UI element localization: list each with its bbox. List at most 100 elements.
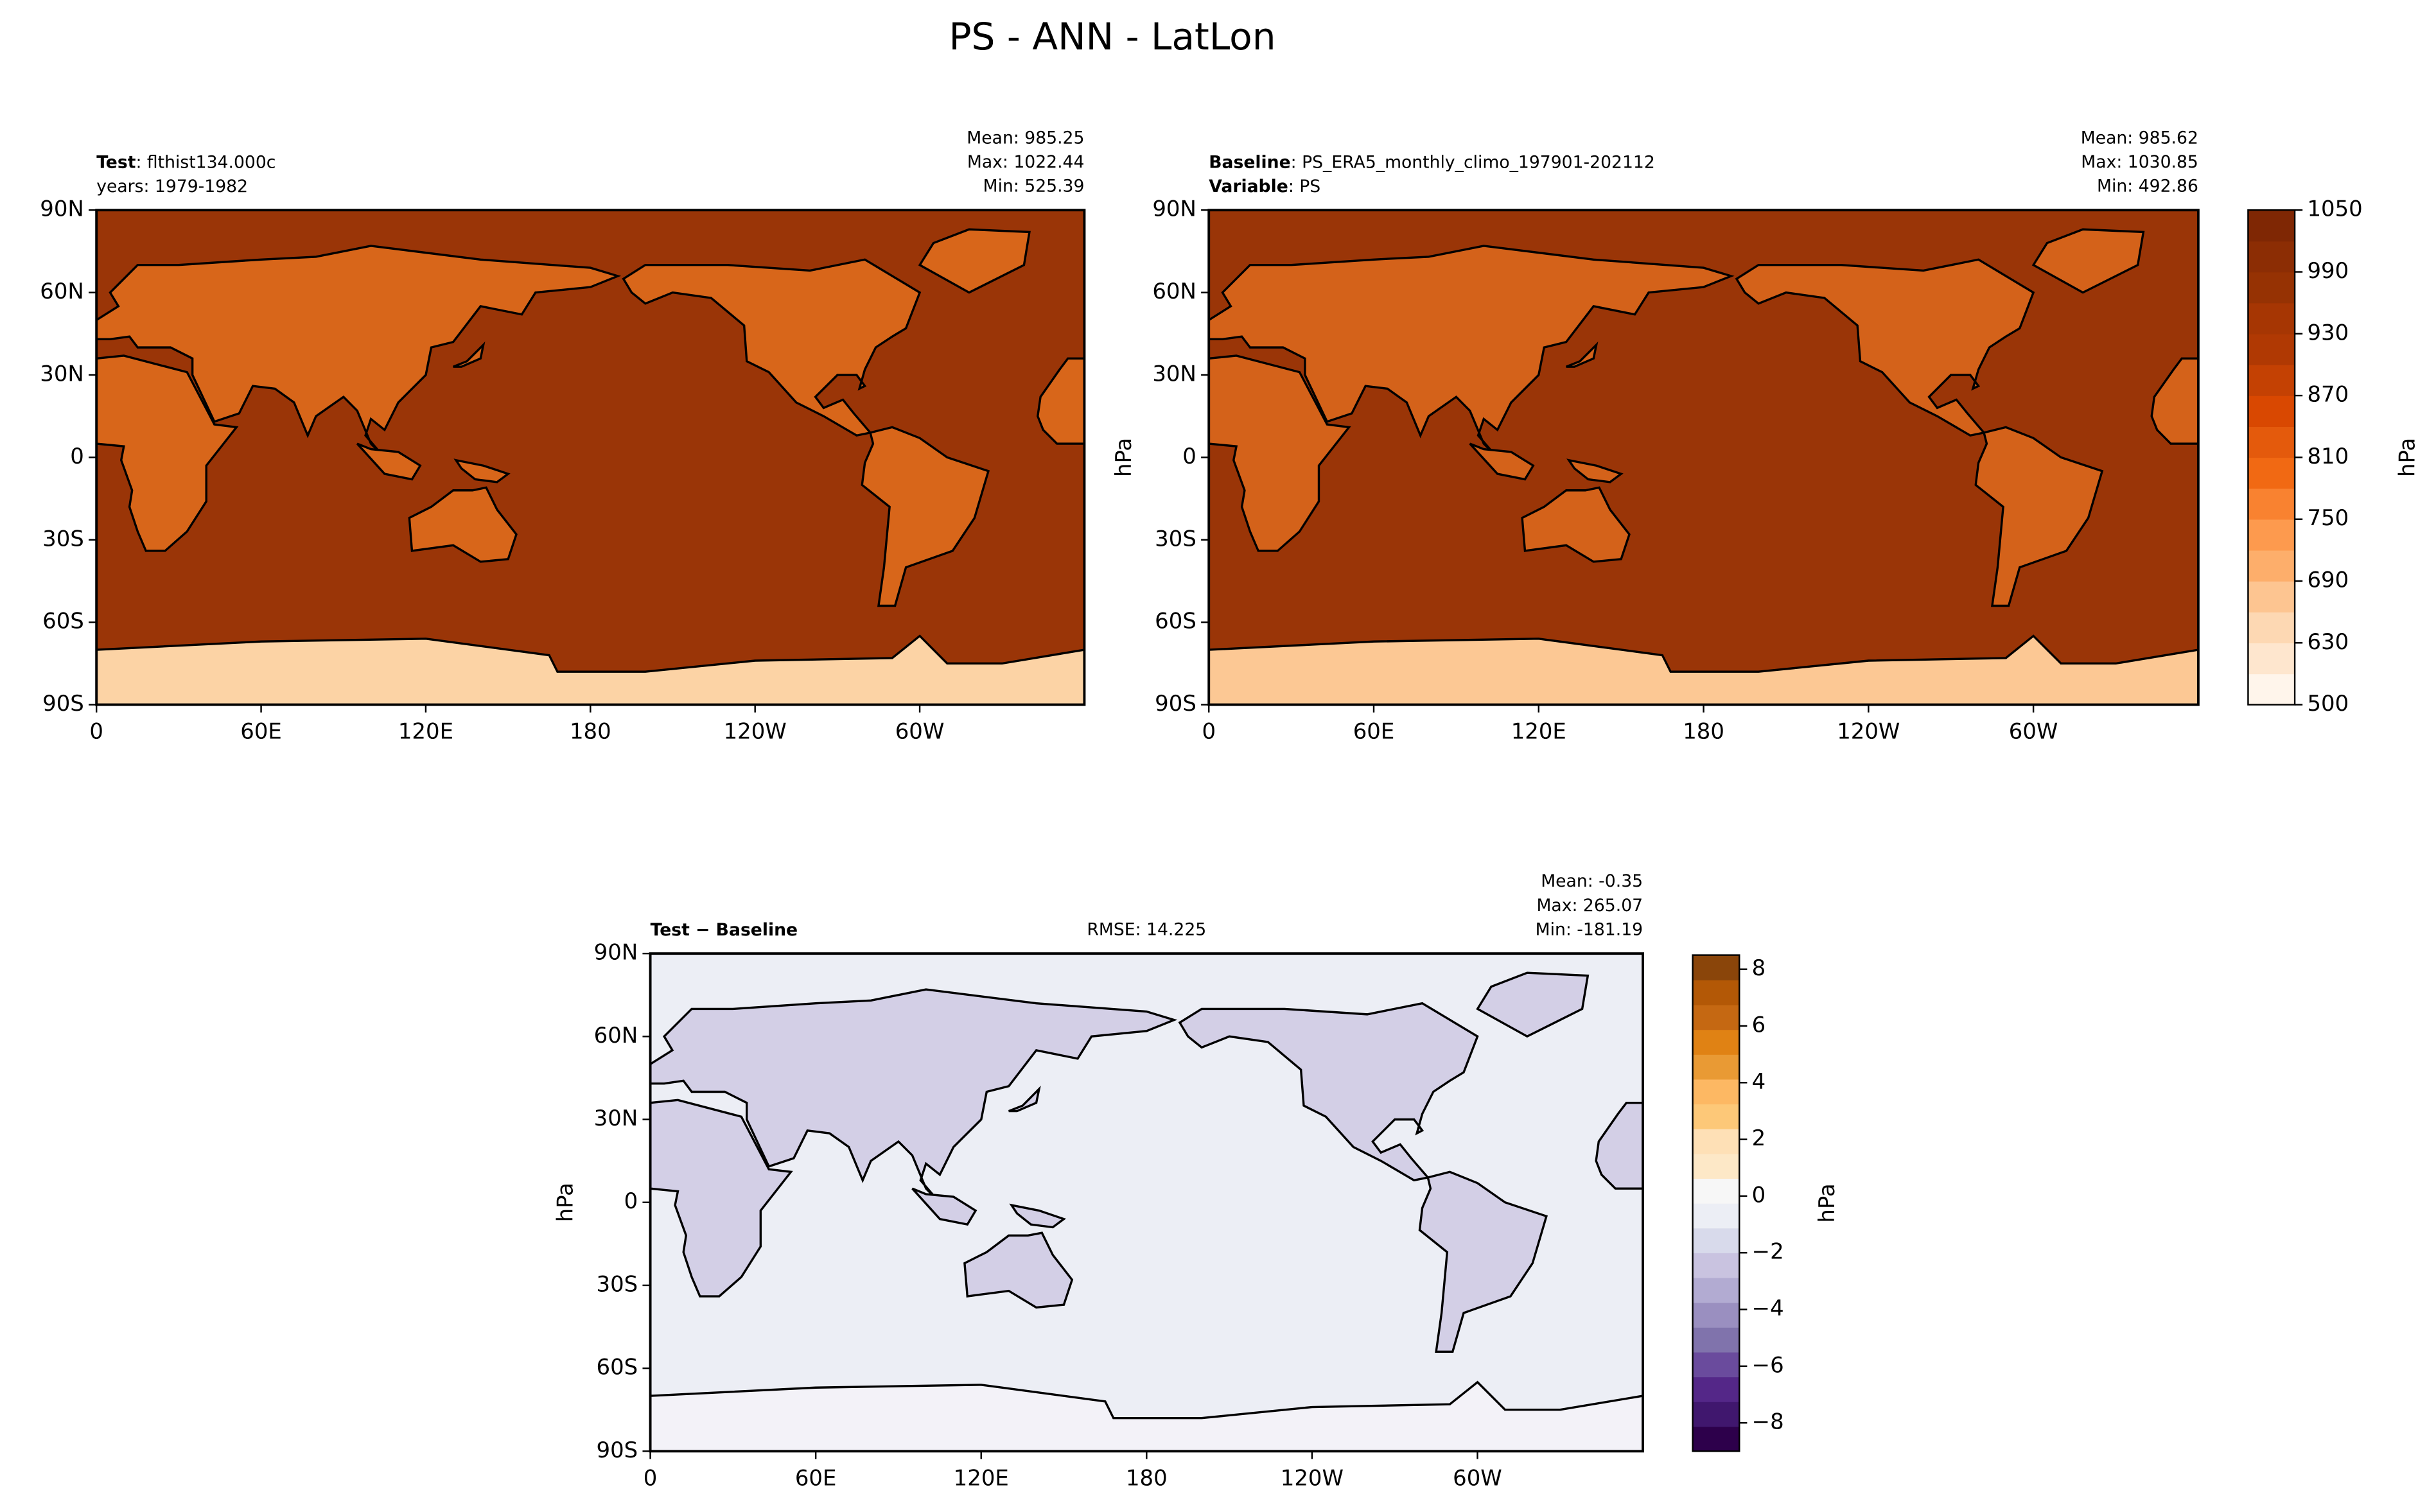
colorbar-band [2248,426,2295,458]
colorbar-tick-label: −2 [1752,1239,1784,1264]
land [918,228,1031,294]
map-area [1209,210,2198,705]
stat-label: Mean: 985.62 [2081,128,2198,148]
colorbar-band [1692,1377,1740,1402]
colorbar-tick-label: 2 [1752,1125,1766,1151]
panel-label: Test: flthist134.000c [96,152,276,172]
stat-label: Min: -181.19 [1536,919,1643,939]
antarctica [1209,634,2198,705]
colorbar-band [1692,1351,1740,1378]
land [2150,357,2198,445]
x-tick-label: 120W [724,719,787,744]
y-tick-label: 90S [597,1438,638,1463]
y-tick-label: 30S [1155,526,1196,551]
land [1476,971,1590,1038]
x-tick-label: 120W [1837,719,1900,744]
x-tick-label: 180 [1683,719,1724,744]
colorbar-tick-label: 1050 [2307,196,2362,222]
colorbar-band [1692,1129,1740,1154]
map-area [96,210,1085,705]
land [1008,1085,1041,1113]
panel-label-bold: Baseline [1209,152,1290,172]
stat-label: Mean: 985.25 [967,128,1084,148]
y-tick-label: 0 [624,1188,638,1213]
y-tick-label: 30S [597,1271,638,1296]
x-tick-label: 180 [1126,1465,1168,1490]
y-tick-label: 60N [40,279,84,304]
stat-label: Max: 265.07 [1536,896,1643,916]
panel-label: Baseline: PS_ERA5_monthly_climo_197901-2… [1209,152,1655,172]
colorbar-tick-label: 990 [2307,258,2349,283]
x-tick-label: 120E [398,719,453,744]
land [1595,1102,1643,1190]
land [1566,458,1624,483]
panel-label: years: 1979-1982 [96,176,248,196]
land [1521,486,1631,563]
colorbar-band [2248,488,2295,520]
y-tick-label: 90N [594,940,638,965]
land [622,258,922,437]
panel-label: Variable: PS [1209,176,1320,196]
colorbar-band [2248,395,2295,427]
colorbar-frame [1692,954,1740,1452]
colorbar-tick-label: 8 [1752,955,1766,980]
colorbar-band [2248,364,2295,396]
x-tick-label: 60E [795,1465,837,1490]
stat-label: Min: 492.86 [2097,176,2198,196]
colorbar-band [2248,612,2295,643]
colorbar-band [1692,1253,1740,1278]
y-tick-label: 90N [40,196,84,222]
map-area [650,953,1643,1452]
y-axis-label: hPa [552,1183,577,1222]
stat-label: Min: 525.39 [983,176,1085,196]
land [1178,1002,1479,1182]
x-tick-label: 120E [1511,719,1566,744]
x-tick-label: 0 [644,1465,658,1490]
colorbar-band [2248,673,2295,706]
y-tick-label: 30N [1152,361,1196,387]
land [1469,442,1535,481]
land [1418,1170,1548,1353]
colorbar-band [2248,550,2295,582]
colorbar-label: hPa [1814,1183,1839,1222]
x-tick-label: 60W [1453,1465,1502,1490]
colorbar-band [2248,333,2295,365]
x-tick-label: 60E [1353,719,1395,744]
land [861,426,990,607]
land [1209,245,1735,456]
land [1974,426,2104,607]
panel-label: Test − Baseline [651,919,798,939]
panel-label-text: : PS [1288,176,1320,196]
colorbar-tick-label: 4 [1752,1069,1766,1094]
colorbar-band [1692,1277,1740,1303]
land [96,354,239,552]
x-tick-label: 60W [895,719,945,744]
y-tick-label: 30S [42,526,84,551]
colorbar-tick-label: 750 [2307,505,2349,530]
y-tick-label: 90S [42,691,84,716]
antarctica [650,1380,1643,1452]
colorbar-tick-label: 500 [2307,691,2349,716]
y-tick-label: 0 [1182,444,1196,469]
land [453,458,511,483]
land [650,1099,793,1298]
colorbar-tick-label: 930 [2307,320,2349,345]
colorbar-tick-label: −4 [1752,1296,1784,1321]
antarctica [96,634,1085,705]
land [1037,357,1085,445]
colorbar-band [2248,302,2295,335]
rmse-label: RMSE: 14.225 [1087,919,1206,939]
colorbar-band [1692,1203,1740,1229]
colorbar-band [1692,1029,1740,1055]
colorbar-band [1692,1153,1740,1179]
colorbar-band [1692,1104,1740,1129]
colorbar-tick-label: 690 [2307,567,2349,592]
land [1566,341,1599,368]
colorbar-band [1692,1302,1740,1328]
land [911,1187,977,1226]
colorbar-band [1692,1327,1740,1353]
colorbar-tick-label: 0 [1752,1182,1766,1207]
colorbar-band [1692,1079,1740,1105]
